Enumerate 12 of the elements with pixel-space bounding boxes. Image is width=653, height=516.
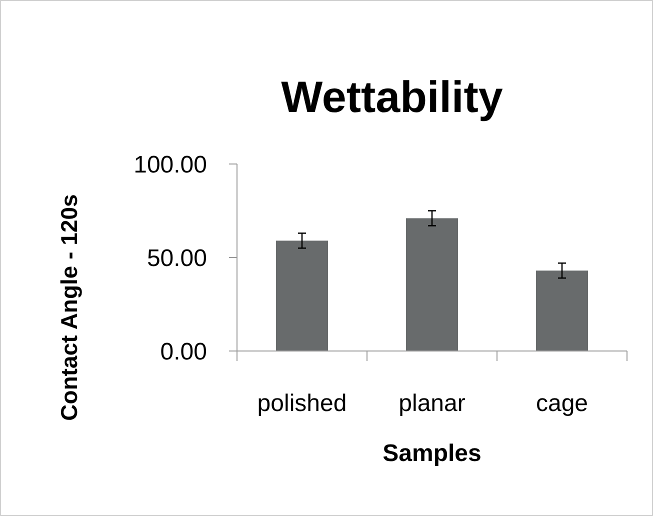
x-tick-label: cage: [536, 390, 588, 417]
y-tick-label: 100.00: [134, 151, 207, 178]
x-axis-title: Samples: [382, 440, 482, 467]
y-tick-label: 50.00: [146, 244, 207, 272]
bar: [536, 270, 588, 351]
bar: [276, 240, 328, 351]
y-axis-title: Contact Angle - 120s: [56, 194, 82, 421]
bar: [406, 218, 458, 351]
x-tick-label: planar: [398, 390, 466, 417]
x-tick-label: polished: [257, 390, 347, 417]
y-tick-label: 0.00: [160, 338, 207, 366]
chart-title: Wettability: [281, 73, 504, 122]
